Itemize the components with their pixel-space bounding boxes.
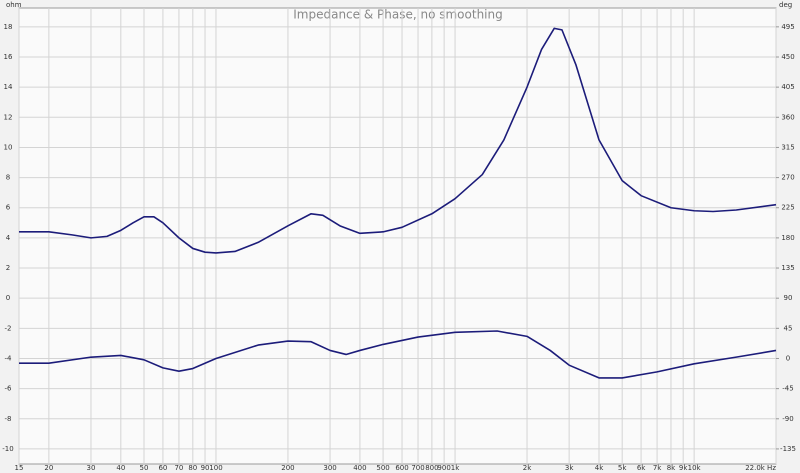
y-tick-label: 8 [6,174,10,182]
y-tick-label: -4 [5,354,13,362]
y2-tick-label: 0 [786,354,790,362]
x-tick-label: 700 [411,464,424,472]
y-tick-label: 12 [4,113,13,121]
x-tick-label: 2k [523,464,532,472]
x-tick-label: 60 [158,464,167,472]
y2-tick-label: 225 [781,204,794,212]
x-tick-label: 400 [353,464,366,472]
x-tick-label: 90 [201,464,210,472]
x-tick-label: 4k [595,464,604,472]
y-tick-label: -2 [5,324,12,332]
x-tick-label: 3k [565,464,574,472]
y2-tick-label: 450 [781,53,794,61]
x-tick-label: 800 [425,464,438,472]
y-axis-label: ohm [6,1,22,9]
x-tick-label: 200 [281,464,294,472]
y2-tick-label: 315 [781,143,794,151]
x-tick-label: 100 [209,464,222,472]
x-tick-label: 30 [87,464,96,472]
x-tick-label: 300 [323,464,336,472]
x-tick-label: 15 [15,464,24,472]
y2-tick-label: 45 [784,324,793,332]
x-tick-label: 7k [653,464,662,472]
y2-tick-label: 180 [781,234,794,242]
y2-tick-label: -135 [780,445,796,453]
x-tick-label: 50 [140,464,149,472]
x-tick-label: 40 [116,464,125,472]
x-tick-label: 6k [637,464,646,472]
x-tick-label: 500 [376,464,389,472]
y2-tick-label: 405 [781,83,794,91]
y-tick-label: -10 [2,445,13,453]
y-tick-label: 10 [4,143,13,151]
y-tick-label: 14 [4,83,13,91]
x-tick-label: 9k [679,464,688,472]
x-tick-label: 70 [174,464,183,472]
x-tick-label: 80 [188,464,197,472]
y-tick-label: -8 [5,415,12,423]
y-tick-label: 18 [4,23,13,31]
y-tick-label: 4 [6,234,11,242]
x-tick-label: 20 [44,464,53,472]
y-tick-label: 16 [4,53,13,61]
data-line [19,330,777,379]
x-tick-label: 22.0k Hz [745,464,776,472]
x-tick-label: 900 [437,464,450,472]
plot-area [18,7,777,465]
y2-tick-label: 90 [784,294,793,302]
y2-tick-label: 270 [781,174,794,182]
y2-tick-label: 495 [781,23,794,31]
chart-title: Impedance & Phase, no smoothing [293,8,502,22]
y2-axis-label: deg [779,1,792,9]
y2-tick-label: -90 [782,415,793,423]
x-tick-label: 10k [688,464,702,472]
y2-tick-label: 135 [781,264,794,272]
y2-tick-label: -45 [782,385,793,393]
y-tick-label: 2 [6,264,10,272]
x-tick-label: 600 [395,464,408,472]
y-tick-label: -6 [5,385,13,393]
y-tick-label: 6 [6,204,11,212]
y2-tick-label: 360 [781,113,794,121]
x-tick-label: 1k [451,464,460,472]
x-tick-label: 8k [667,464,676,472]
x-tick-label: 5k [618,464,627,472]
y-tick-label: 0 [6,294,10,302]
data-line [19,27,777,254]
